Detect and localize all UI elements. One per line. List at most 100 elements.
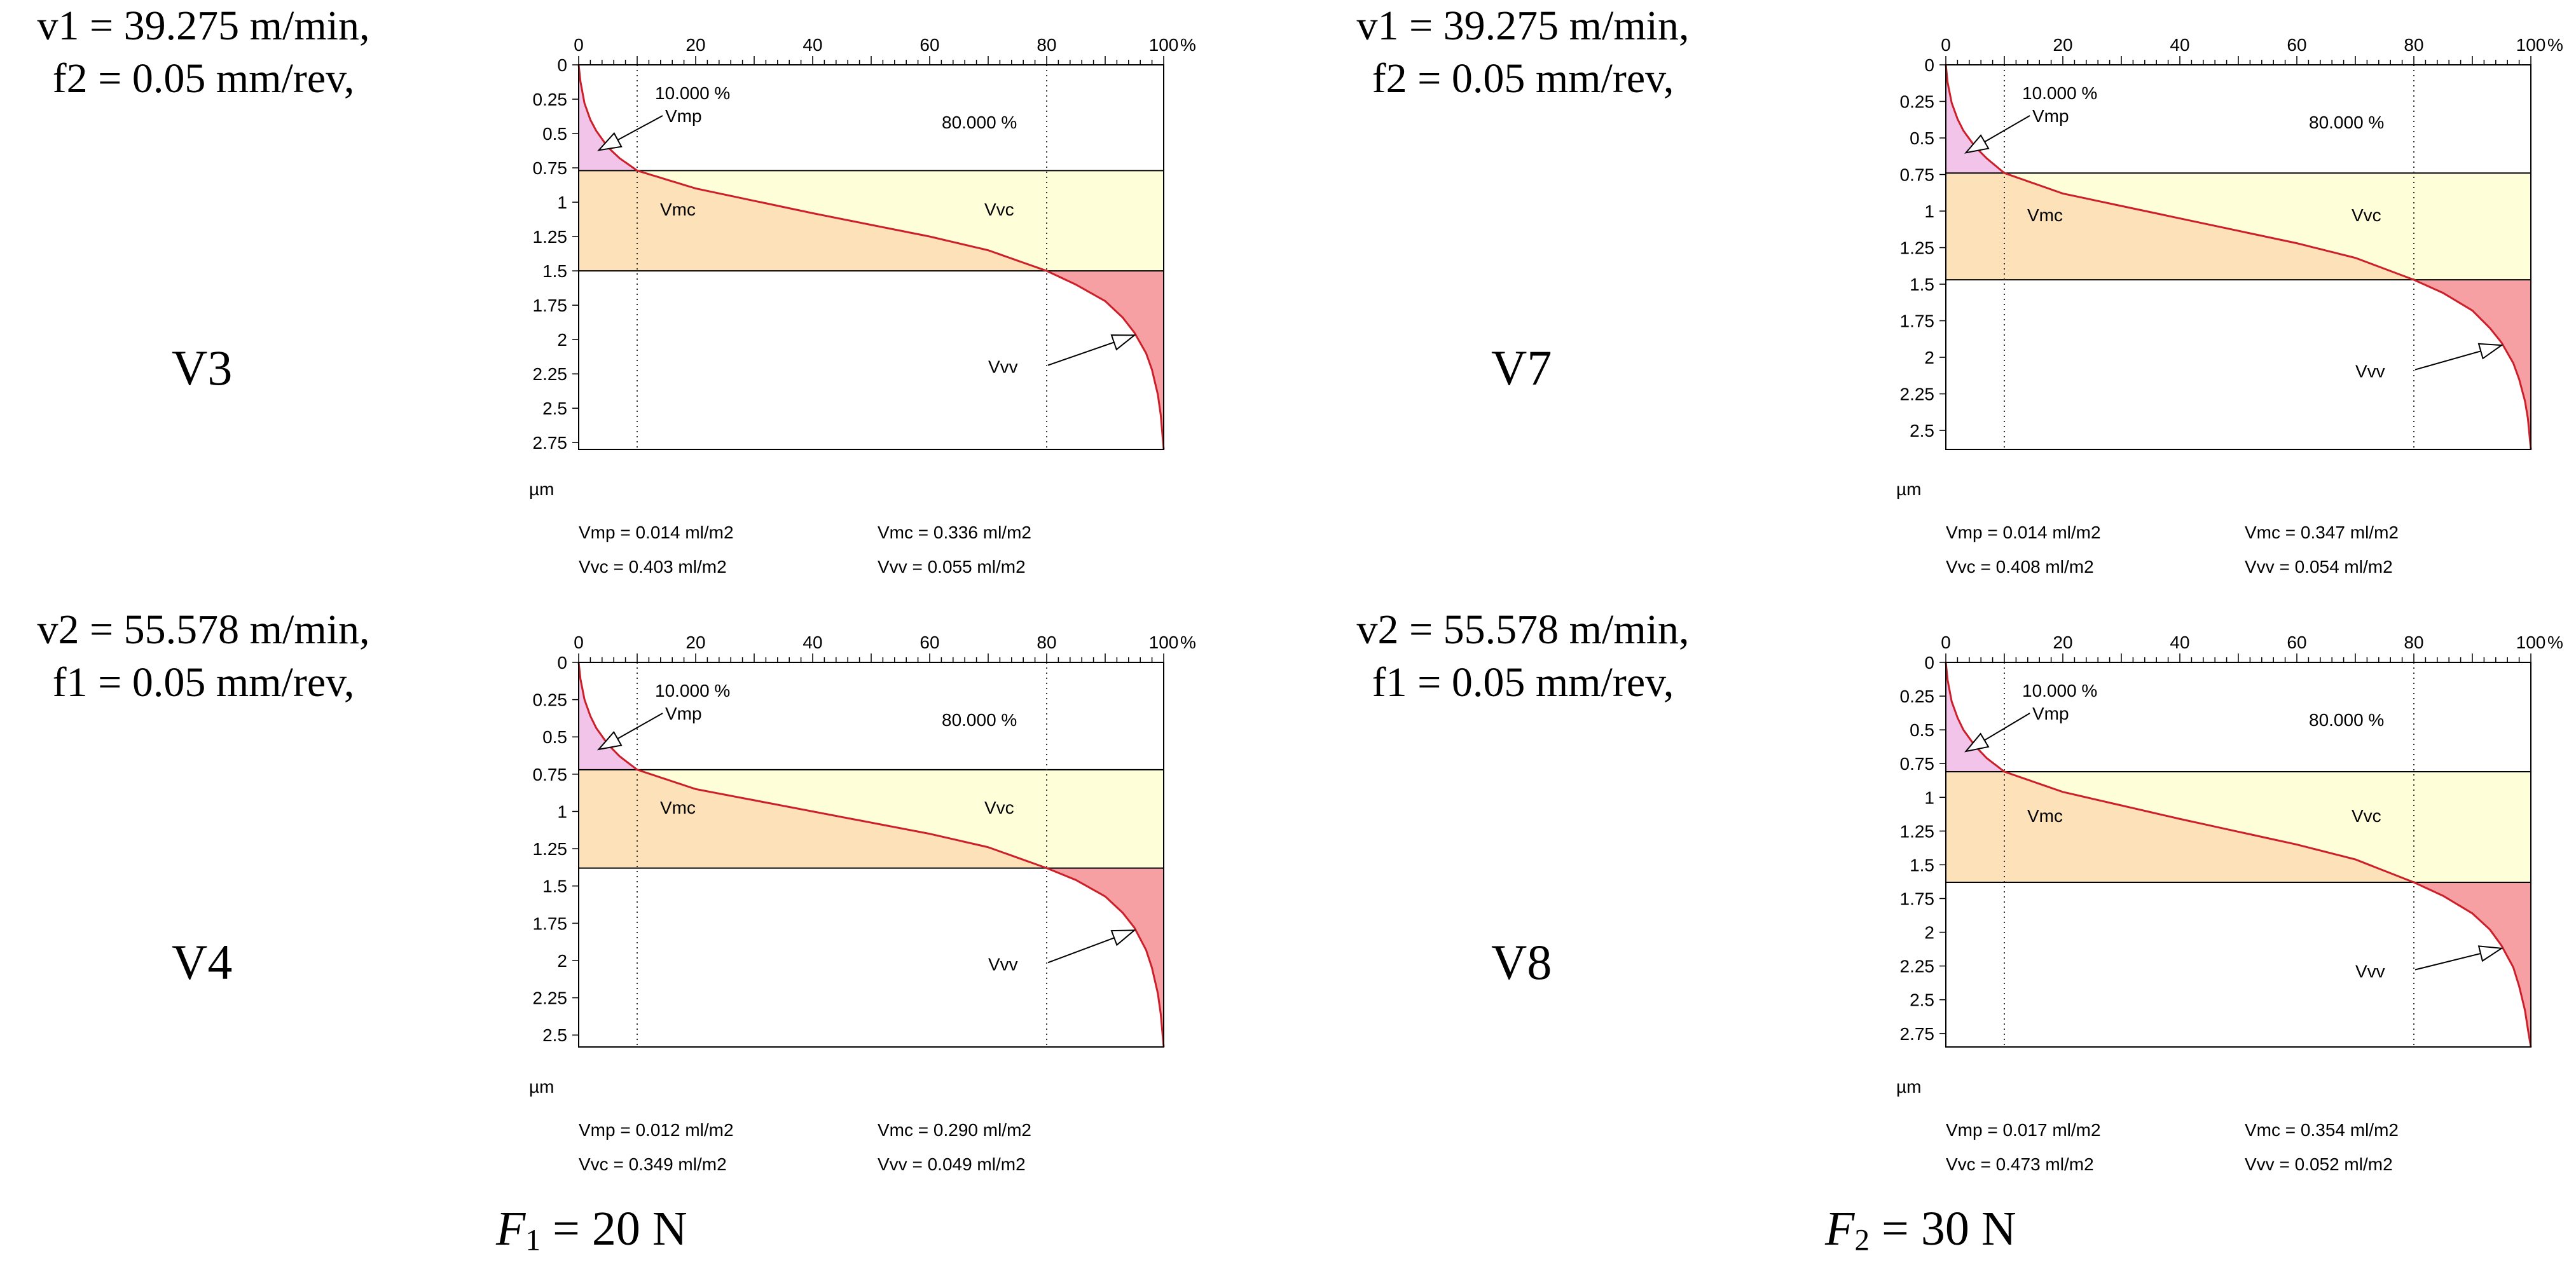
y-tick-label: 1.25 [533, 227, 568, 247]
y-tick-label: 2 [557, 330, 567, 350]
y-tick-label: 0.5 [542, 124, 567, 144]
vmc-region [579, 170, 1047, 271]
condition-label-v4: v2 = 55.578 m/min, f1 = 0.05 mm/rev, [6, 604, 401, 709]
vmc-result: Vmc = 0.354 ml/m2 [2245, 1120, 2399, 1140]
y-tick-label: 0.5 [1910, 128, 1934, 148]
vmc-label: Vmc [660, 798, 696, 817]
sample-label-v7: V7 [1491, 340, 1552, 395]
vvv-arrow-head [1110, 929, 1136, 947]
feed-rate-text: f2 = 0.05 mm/rev, [1372, 55, 1674, 102]
abbott-curve-chart-v8: 0 20 40 60 80 100 % 0 0.25 0.5 0.75 1 1.25 1.5 1.75 2 2.… [1896, 632, 2563, 1174]
vvv-region [2414, 280, 2531, 449]
cutting-speed-text: v2 = 55.578 m/min, [37, 606, 370, 653]
y-tick-label: 2 [1924, 348, 1934, 367]
y-tick-label: 1 [557, 193, 567, 212]
x-tick-label: 60 [920, 35, 939, 55]
vvv-arrow-head [2477, 945, 2504, 962]
bearing-area-curve [577, 662, 1165, 1048]
y-tick-label: 2.5 [542, 1025, 567, 1045]
vvc-result: Vvc = 0.408 ml/m2 [1946, 557, 2094, 577]
abbott-curve-chart-v3: 0 20 40 60 80 100 % 0 0.25 0.5 0.75 1 1.25 1.5 1.75 2 2.… [529, 35, 1196, 577]
vmc-result: Vmc = 0.347 ml/m2 [2245, 523, 2399, 542]
y-tick-label: 1.75 [1900, 311, 1935, 331]
feed-rate-text: f1 = 0.05 mm/rev, [52, 659, 355, 706]
vvv-arrow-head [1110, 334, 1136, 351]
vmp-result: Vmp = 0.012 ml/m2 [579, 1120, 734, 1140]
condition-label-v8: v2 = 55.578 m/min, f1 = 0.05 mm/rev, [1326, 604, 1720, 709]
force-symbol: F [496, 1202, 526, 1255]
sample-label-v3: V3 [172, 340, 233, 395]
y-tick-label: 2 [1924, 923, 1934, 943]
y-tick-label: 0.25 [1900, 92, 1935, 112]
y-tick-label: 1 [557, 802, 567, 821]
x-unit-label: % [1180, 35, 1196, 55]
vvv-region [1047, 271, 1164, 449]
y-tick-label: 0.5 [542, 727, 567, 747]
vmp-label: Vmp [665, 106, 702, 126]
y-tick-label: 2.25 [1900, 957, 1935, 976]
vvv-result: Vvv = 0.052 ml/m2 [2245, 1154, 2393, 1174]
abbott-curve-chart-v7: 0 20 40 60 80 100 % 0 0.25 0.5 0.75 1 1.25 1.5 1.75 2 2.… [1896, 35, 2563, 577]
y-tick-label: 0.75 [1900, 165, 1935, 185]
vmp-result: Vmp = 0.014 ml/m2 [579, 523, 734, 542]
vvv-label: Vvv [988, 357, 1018, 377]
y-tick-label: 0.25 [533, 90, 568, 109]
vvc-label: Vvc [984, 798, 1014, 817]
cutting-speed-text: v1 = 39.275 m/min, [1356, 3, 1690, 49]
mr2-label: 80.000 % [942, 113, 1017, 132]
vmc-label: Vmc [2027, 806, 2063, 826]
x-tick-label: 20 [685, 35, 705, 55]
y-tick-label: 0.75 [1900, 754, 1935, 774]
x-tick-label: 100 [1149, 35, 1179, 55]
y-tick-label: 1.5 [542, 877, 567, 896]
y-tick-label: 2.75 [1900, 1024, 1935, 1044]
vmc-result: Vmc = 0.290 ml/m2 [878, 1120, 1031, 1140]
vvv-arrow-head [2477, 343, 2504, 360]
vmp-arrow-head [596, 132, 623, 151]
y-tick-label: 2.5 [1910, 421, 1934, 441]
x-unit-label: % [2547, 632, 2563, 652]
sample-label-v4: V4 [172, 934, 233, 990]
mr1-label: 10.000 % [655, 83, 730, 103]
x-tick-label: 60 [2287, 632, 2306, 652]
x-tick-label: 40 [2170, 632, 2189, 652]
x-tick-label: 20 [2053, 35, 2072, 55]
y-tick-label: 0.75 [533, 158, 568, 178]
x-unit-label: % [1180, 632, 1196, 652]
vvv-result: Vvv = 0.054 ml/m2 [2245, 557, 2393, 577]
x-tick-label: 60 [2287, 35, 2306, 55]
vvv-label: Vvv [988, 954, 1018, 974]
y-tick-label: 2 [557, 951, 567, 971]
y-tick-label: 1.5 [1910, 855, 1934, 875]
mr1-label: 10.000 % [2022, 83, 2097, 103]
vvc-label: Vvc [984, 200, 1014, 219]
vmc-region [1946, 771, 2414, 883]
y-tick-label: 1 [1924, 202, 1934, 221]
y-unit-label: µm [1896, 1077, 1921, 1097]
x-tick-label: 0 [1941, 632, 1951, 652]
y-tick-label: 2.5 [1910, 990, 1934, 1010]
y-unit-label: µm [529, 1077, 554, 1097]
vmp-label: Vmp [2032, 106, 2069, 126]
y-tick-label: 1 [1924, 788, 1934, 807]
y-tick-label: 0.25 [533, 690, 568, 710]
vvv-label: Vvv [2355, 362, 2385, 381]
x-unit-label: % [2547, 35, 2563, 55]
bearing-area-curve [1945, 662, 2532, 1048]
vvv-region [2414, 882, 2531, 1047]
y-tick-label: 2.75 [533, 433, 568, 453]
force-subscript: 1 [525, 1224, 541, 1257]
feed-rate-text: f1 = 0.05 mm/rev, [1372, 659, 1674, 706]
y-tick-label: 1.25 [533, 839, 568, 859]
y-tick-label: 0.5 [1910, 720, 1934, 740]
vmp-region [1946, 662, 2004, 772]
y-tick-label: 2.25 [533, 988, 568, 1008]
vmp-label: Vmp [2032, 704, 2069, 723]
force-label-f2: F2 = 30 N [1825, 1205, 2016, 1256]
force-symbol: F [1825, 1202, 1855, 1255]
x-tick-label: 20 [685, 632, 705, 652]
vmc-result: Vmc = 0.336 ml/m2 [878, 523, 1031, 542]
vmp-region [579, 662, 637, 770]
x-tick-label: 100 [2516, 632, 2546, 652]
vmc-region [579, 769, 1047, 868]
